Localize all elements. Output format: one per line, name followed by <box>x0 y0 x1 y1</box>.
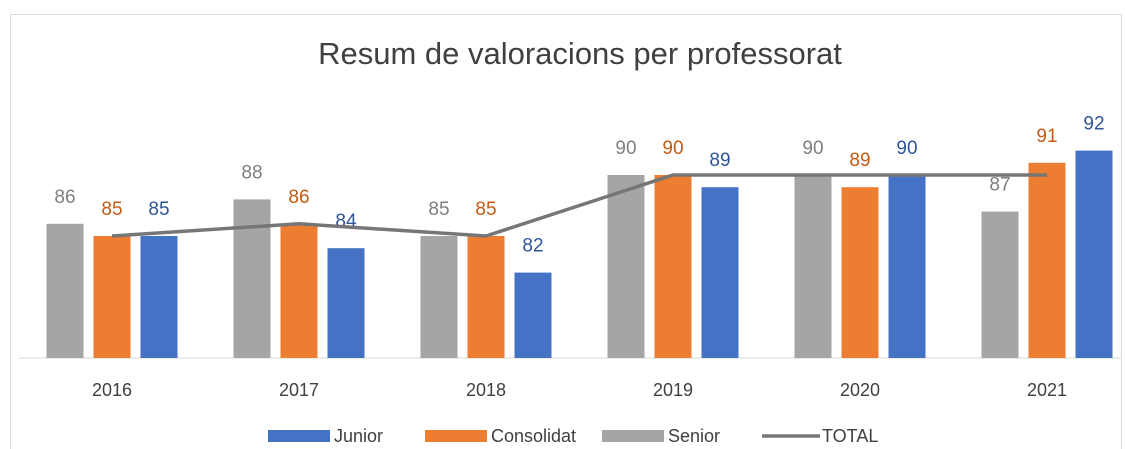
data-label: 90 <box>615 138 636 159</box>
bar <box>1075 150 1113 358</box>
data-label: 85 <box>148 199 169 220</box>
line <box>111 173 1047 238</box>
x-tick-label: 2017 <box>279 380 319 400</box>
x-tick-label: 2018 <box>466 380 506 400</box>
legend-label: Consolidat <box>491 426 576 446</box>
bar <box>233 199 271 358</box>
x-tick-label: 2021 <box>1027 380 1067 400</box>
bar <box>514 272 552 358</box>
bar <box>841 187 879 358</box>
legend-label: Junior <box>334 426 383 446</box>
x-tick-label: 2020 <box>840 380 880 400</box>
data-label: 90 <box>662 138 683 159</box>
bar <box>701 187 739 358</box>
legend-swatch <box>268 430 330 442</box>
data-label: 87 <box>989 175 1010 196</box>
x-tick-label: 2016 <box>92 380 132 400</box>
x-tick-label: 2019 <box>653 380 693 400</box>
bar <box>1028 162 1066 358</box>
bar <box>327 248 365 358</box>
chart-title: Resum de valoracions per professorat <box>318 36 842 71</box>
data-label: 89 <box>849 150 870 171</box>
data-label: 89 <box>709 150 730 171</box>
bar <box>467 236 505 358</box>
bar <box>420 236 458 358</box>
data-label: 91 <box>1036 126 1057 147</box>
data-label: 90 <box>896 138 917 159</box>
data-label: 85 <box>475 199 496 220</box>
bar <box>280 223 318 358</box>
data-label: 85 <box>428 199 449 220</box>
legend-label: Senior <box>668 426 720 446</box>
bar <box>654 175 692 358</box>
bar <box>981 211 1019 358</box>
data-label: 88 <box>241 162 262 183</box>
data-label: 85 <box>101 199 122 220</box>
bar <box>46 223 84 358</box>
legend-swatch <box>425 430 487 442</box>
data-label: 92 <box>1083 114 1104 135</box>
data-label: 86 <box>288 187 309 208</box>
data-label: 90 <box>802 138 823 159</box>
bar <box>888 175 926 358</box>
bar <box>93 236 131 358</box>
bar <box>794 175 832 358</box>
data-label: 86 <box>54 187 75 208</box>
data-label: 82 <box>522 236 543 257</box>
legend-label: TOTAL <box>822 426 878 446</box>
bar <box>607 175 645 358</box>
bar <box>140 236 178 358</box>
legend-swatch <box>602 430 664 442</box>
